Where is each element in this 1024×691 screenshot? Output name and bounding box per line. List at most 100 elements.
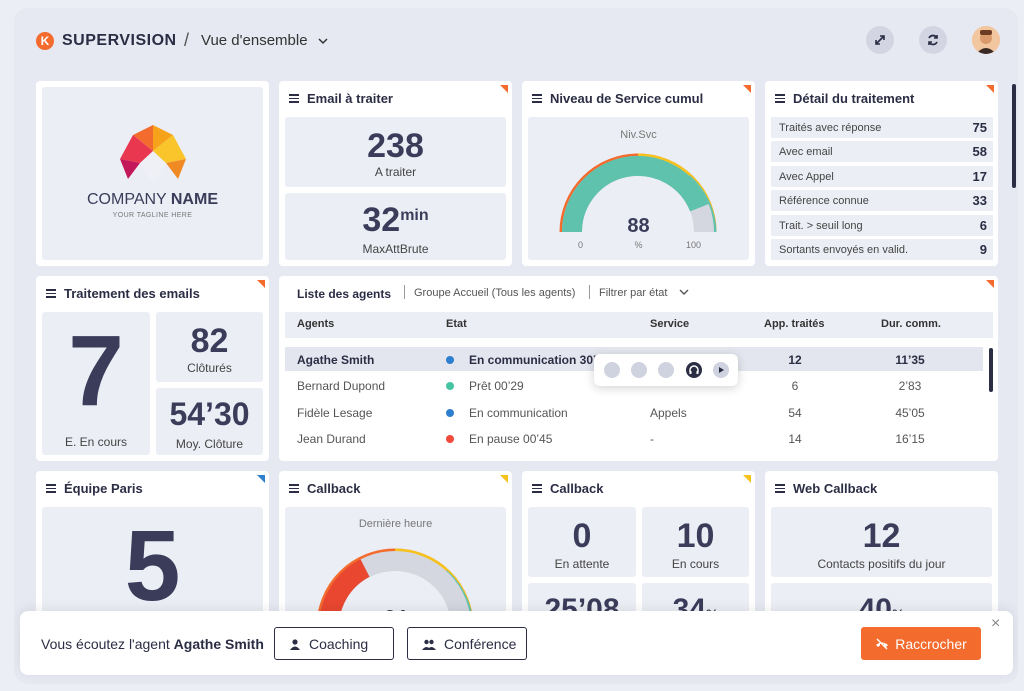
coaching-label: Coaching <box>309 635 369 652</box>
table-row[interactable]: Jean Durand En pause 00’45 - 14 16’15 <box>285 426 983 450</box>
agent-service: Appels <box>650 405 687 420</box>
agent-duration: 11’35 <box>895 353 925 367</box>
coaching-button[interactable]: Coaching <box>274 627 394 660</box>
detail-row: Référence connue 33 <box>771 190 993 212</box>
filter-dropdown[interactable]: Filtrer par état <box>599 287 689 299</box>
page-scrollbar[interactable] <box>1012 84 1016 188</box>
expand-icon <box>875 35 885 45</box>
hangup-icon <box>876 638 889 649</box>
brand-title: SUPERVISION <box>62 32 177 49</box>
table-row[interactable]: Bernard Dupond Prêt 00’29 6 2’83 <box>285 373 983 397</box>
detail-row-value: 9 <box>979 242 987 257</box>
column-service[interactable]: Service <box>650 318 690 330</box>
menu-icon[interactable] <box>775 92 785 105</box>
column-agents[interactable]: Agents <box>297 318 335 330</box>
webcallback-label: Contacts positifs du jour <box>817 557 946 571</box>
listening-prefix: Vous écoutez l'agent <box>41 636 170 652</box>
callback-ongoing-label: En cours <box>671 557 720 571</box>
emails-avg-panel: 54’30 Moy. Clôture <box>156 388 263 455</box>
avatar-face-icon <box>972 26 1000 54</box>
agent-count: 54 <box>788 405 802 420</box>
agent-service: - <box>650 431 654 446</box>
hangup-button[interactable]: Raccrocher <box>861 627 981 660</box>
emails-closed: 82 <box>190 322 229 360</box>
chat-action-button[interactable] <box>631 362 647 378</box>
menu-icon[interactable] <box>532 92 542 105</box>
menu-icon[interactable] <box>46 287 56 300</box>
email-count-panel: 238 A traiter <box>285 117 506 187</box>
agent-name: Bernard Dupond <box>297 379 386 394</box>
company-logo-area: COMPANY NAME YOUR TAGLINE HERE <box>42 87 263 260</box>
detail-row: Traités avec réponse 75 <box>771 117 993 138</box>
agent-duration: 2’83 <box>898 379 922 394</box>
corner-flag <box>986 85 994 93</box>
callback-waiting-panel: 0 En attente <box>528 507 636 577</box>
detail-row-label: Référence connue <box>779 195 869 208</box>
headphones-icon <box>689 365 699 374</box>
email-card: Email à traiter 238 A traiter 32min MaxA… <box>279 81 512 266</box>
email-card-title: Email à traiter <box>307 91 393 106</box>
callback-gauge-label: Dernière heure <box>358 518 433 530</box>
status-dot <box>446 356 454 364</box>
menu-icon[interactable] <box>532 482 542 495</box>
user-icon <box>290 638 300 650</box>
email-card-header: Email à traiter <box>289 91 393 106</box>
detail-row-label: Avec Appel <box>779 170 834 183</box>
gauge-label: Niv.Svc <box>620 129 657 141</box>
agent-duration: 16’15 <box>895 431 925 446</box>
email-time: 32min <box>285 201 506 240</box>
view-selector[interactable]: Vue d'ensemble <box>201 32 328 49</box>
conference-button[interactable]: Conférence <box>407 627 527 660</box>
close-bar-button[interactable]: × <box>991 615 1001 632</box>
column-app-traites[interactable]: App. traités <box>764 318 825 330</box>
detail-row-value: 33 <box>972 193 987 209</box>
chevron-down-icon <box>679 289 689 295</box>
column-etat[interactable]: Etat <box>446 318 467 330</box>
menu-icon[interactable] <box>289 482 299 495</box>
table-scrollbar[interactable] <box>989 348 993 392</box>
detail-row-label: Avec email <box>779 146 833 159</box>
webcallback-panel: 12 Contacts positifs du jour <box>771 507 992 577</box>
gauge-value: 88 <box>627 215 650 237</box>
breadcrumb-separator: / <box>184 30 190 50</box>
agents-card-title: Liste des agents <box>297 287 392 301</box>
table-row[interactable]: Fidèle Lesage En communication Appels 54 45’… <box>285 400 983 424</box>
gauge-max: 100 <box>686 240 702 250</box>
email-time-label: MaxAttBrute <box>362 242 429 256</box>
callback-header: Callback <box>532 481 603 496</box>
callback-gauge-header: Callback <box>289 481 360 496</box>
status-dot <box>446 408 454 417</box>
tools-action-button[interactable] <box>658 362 674 378</box>
column-dur-comm[interactable]: Dur. comm. <box>881 318 941 330</box>
agent-state: En communication 30’ <box>469 353 597 367</box>
agents-group-label: Groupe Accueil (Tous les agents) <box>414 287 576 299</box>
callback-card: Callback 0 En attente 10 En cours 25’08 … <box>522 471 755 621</box>
listening-bar: Vous écoutez l'agent Agathe Smith Coachi… <box>20 611 1013 675</box>
conference-label: Conférence <box>444 635 517 652</box>
webcallback-header: Web Callback <box>775 481 877 496</box>
paris-card-title: Équipe Paris <box>64 481 143 496</box>
refresh-button[interactable] <box>919 26 947 54</box>
emails-current-panel: 7 E. En cours <box>42 312 150 455</box>
detail-card-header: Détail du traitement <box>775 91 914 106</box>
callback-title: Callback <box>550 481 604 496</box>
emails-card: Traitement des emails 7 E. En cours 82 C… <box>36 276 269 461</box>
service-gauge <box>559 153 717 233</box>
chevron-down-icon <box>318 38 328 45</box>
menu-icon[interactable] <box>46 482 56 495</box>
user-avatar[interactable] <box>972 26 1000 54</box>
email-time-unit: min <box>400 207 429 224</box>
company-name: COMPANY NAME <box>42 191 263 209</box>
agent-name: Jean Durand <box>297 431 366 446</box>
play-action-button[interactable] <box>713 362 729 378</box>
webcallback-value: 12 <box>862 517 901 555</box>
agent-state: En communication <box>469 405 568 420</box>
stats-action-button[interactable] <box>604 362 620 378</box>
app-logo: K <box>36 32 54 50</box>
agent-actions-popup <box>594 354 738 386</box>
detail-row-label: Traités avec réponse <box>779 122 882 134</box>
listen-action-button[interactable] <box>686 362 702 378</box>
expand-button[interactable] <box>866 26 894 54</box>
menu-icon[interactable] <box>289 92 299 105</box>
menu-icon[interactable] <box>775 482 785 495</box>
